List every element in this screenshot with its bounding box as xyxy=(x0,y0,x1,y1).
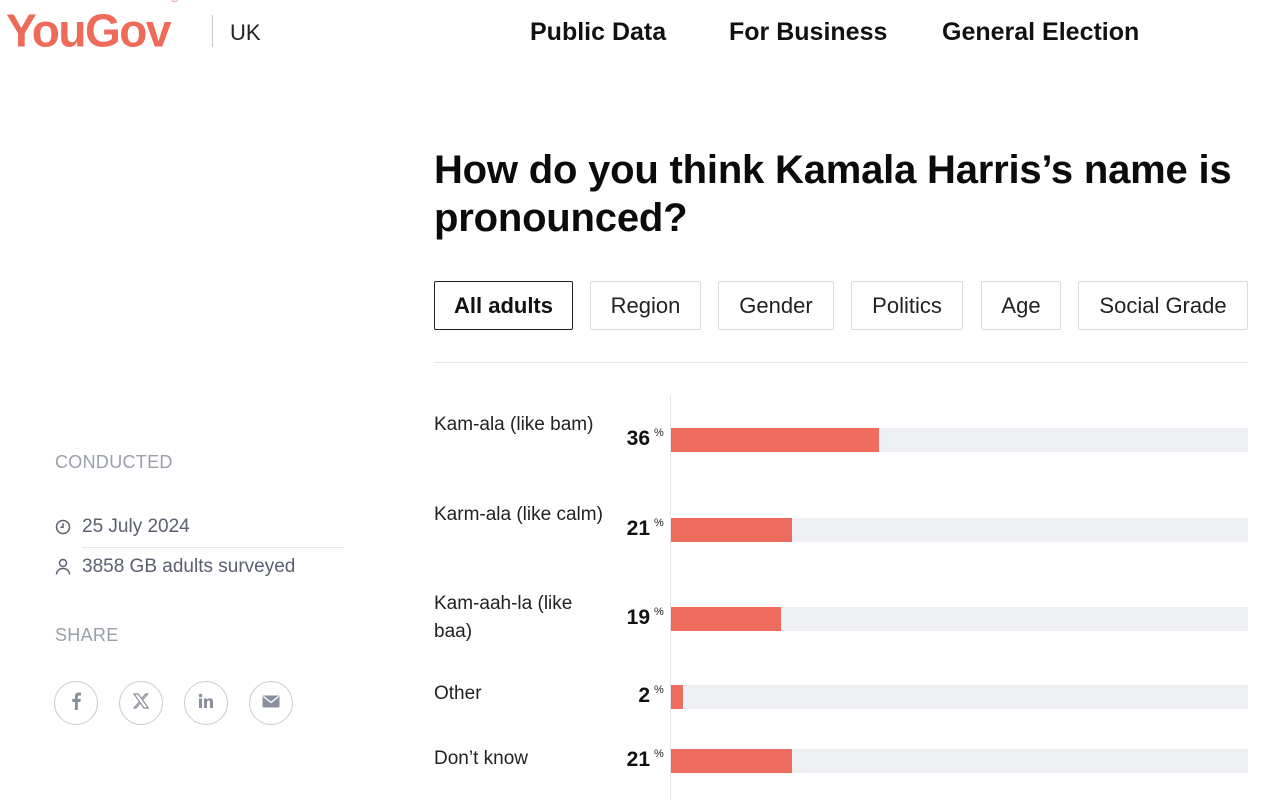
yougov-logo[interactable]: YouGov® xyxy=(6,2,178,56)
tab-region[interactable]: Region xyxy=(590,281,701,330)
logo-divider xyxy=(212,15,213,47)
percent-sign: % xyxy=(654,606,664,618)
x-icon xyxy=(133,693,149,714)
email-share-button[interactable] xyxy=(249,681,293,725)
survey-date: 25 July 2024 xyxy=(55,516,190,538)
answer-label: Don’t know xyxy=(434,745,604,773)
survey-sample: 3858 GB adults surveyed xyxy=(55,556,295,578)
linkedin-icon xyxy=(198,693,214,714)
clock-icon xyxy=(55,518,71,536)
answer-label: Karm-ala (like calm) xyxy=(434,501,604,529)
survey-date-text: 25 July 2024 xyxy=(82,516,190,538)
bar-track xyxy=(671,749,1248,773)
answer-value: 21 xyxy=(600,517,650,541)
facebook-share-button[interactable] xyxy=(54,681,98,725)
meta-divider xyxy=(82,547,344,548)
tab-politics[interactable]: Politics xyxy=(851,281,963,330)
nav-general-election[interactable]: General Election xyxy=(942,18,1139,47)
tab-all-adults[interactable]: All adults xyxy=(434,281,573,330)
bar xyxy=(671,685,683,709)
linkedin-share-button[interactable] xyxy=(184,681,228,725)
bar-track xyxy=(671,607,1248,631)
tab-age[interactable]: Age xyxy=(981,281,1061,330)
nav-public-data[interactable]: Public Data xyxy=(530,18,666,47)
bar xyxy=(671,607,781,631)
answer-value: 2 xyxy=(600,684,650,708)
bar xyxy=(671,749,792,773)
answer-value: 19 xyxy=(600,606,650,630)
bar-track xyxy=(671,685,1248,709)
percent-sign: % xyxy=(654,684,664,696)
tab-gender[interactable]: Gender xyxy=(718,281,834,330)
survey-sample-text: 3858 GB adults surveyed xyxy=(82,556,295,578)
bar-track xyxy=(671,518,1248,542)
facebook-icon xyxy=(70,692,82,715)
answer-value: 36 xyxy=(600,427,650,451)
mail-icon xyxy=(262,693,280,713)
conducted-heading: CONDUCTED xyxy=(55,452,173,473)
answer-label: Kam-aah-la (like baa) xyxy=(434,590,604,646)
page-title: How do you think Kamala Harris’s name is… xyxy=(434,146,1234,242)
x-share-button[interactable] xyxy=(119,681,163,725)
percent-sign: % xyxy=(654,517,664,529)
tabs-divider xyxy=(434,362,1248,363)
share-heading: SHARE xyxy=(55,625,119,646)
tab-social-grade[interactable]: Social Grade xyxy=(1078,281,1248,330)
region-label[interactable]: UK xyxy=(230,20,261,46)
answer-label: Kam-ala (like bam) xyxy=(434,411,604,439)
answer-value: 21 xyxy=(600,748,650,772)
percent-sign: % xyxy=(654,427,664,439)
percent-sign: % xyxy=(654,748,664,760)
nav-for-business[interactable]: For Business xyxy=(729,18,887,47)
bar xyxy=(671,428,879,452)
person-icon xyxy=(55,558,71,576)
bar-track xyxy=(671,428,1248,452)
answer-label: Other xyxy=(434,680,604,708)
chart-axis-line xyxy=(670,395,671,800)
bar xyxy=(671,518,792,542)
